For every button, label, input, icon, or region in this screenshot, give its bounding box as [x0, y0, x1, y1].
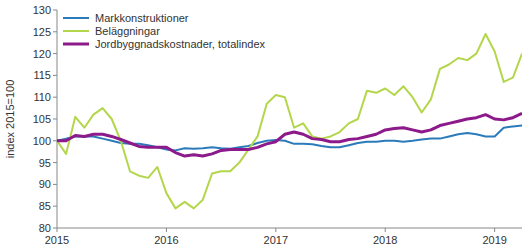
y-tick-label: 120 — [33, 48, 51, 60]
series-line — [57, 34, 522, 208]
y-tick — [53, 119, 57, 120]
y-tick-label: 105 — [33, 113, 51, 125]
x-tick — [385, 228, 386, 232]
legend-swatch — [63, 30, 89, 32]
x-axis — [57, 228, 522, 229]
series-line — [57, 113, 522, 156]
y-tick-label: 110 — [33, 91, 51, 103]
y-tick — [53, 140, 57, 141]
legend-swatch — [63, 17, 89, 19]
y-tick — [53, 228, 57, 229]
y-tick — [53, 75, 57, 76]
y-tick-label: 90 — [39, 178, 51, 190]
series-line — [57, 126, 522, 151]
y-tick — [53, 184, 57, 185]
plot-area — [57, 34, 522, 208]
y-tick-label: 85 — [39, 200, 51, 212]
y-tick — [53, 31, 57, 32]
x-tick — [275, 228, 276, 232]
legend-label: Beläggningar — [95, 25, 160, 37]
y-axis-label: index 2015=100 — [4, 80, 16, 159]
legend-label: Markkonstruktioner — [95, 12, 189, 24]
y-tick-label: 130 — [33, 4, 51, 16]
x-tick-label: 2016 — [154, 234, 178, 246]
y-tick-label: 80 — [39, 222, 51, 234]
y-tick — [53, 97, 57, 98]
x-tick — [166, 228, 167, 232]
y-tick-label: 95 — [39, 157, 51, 169]
x-tick — [494, 228, 495, 232]
x-tick-label: 2019 — [482, 234, 506, 246]
y-axis — [57, 10, 58, 228]
y-tick — [53, 53, 57, 54]
x-tick-label: 2017 — [264, 234, 288, 246]
y-tick — [53, 206, 57, 207]
y-tick — [53, 10, 57, 11]
y-tick-label: 100 — [33, 135, 51, 147]
x-tick — [57, 228, 58, 232]
legend-label: Jordbyggnadskostnader, totalindex — [95, 38, 266, 50]
y-tick-label: 125 — [33, 26, 51, 38]
x-tick-label: 2018 — [373, 234, 397, 246]
legend-swatch — [63, 43, 89, 46]
y-tick — [53, 162, 57, 163]
chart: index 2015=100 80 85 90 95 100 105 110 115 120 125… — [0, 0, 529, 249]
x-tick-label: 2015 — [45, 234, 69, 246]
y-tick-label: 115 — [33, 69, 51, 81]
